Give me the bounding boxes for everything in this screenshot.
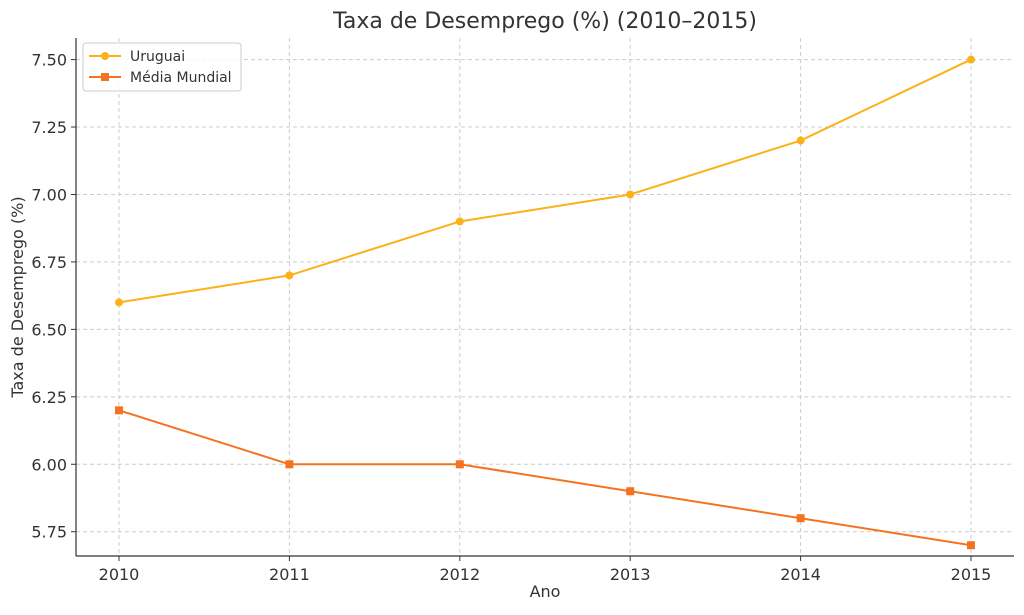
data-point-media-mundial	[115, 406, 123, 415]
y-tick-label: 7.00	[31, 185, 67, 204]
x-tick-label: 2012	[439, 565, 480, 584]
legend-label-uruguai: Uruguai	[130, 49, 185, 65]
series-line-uruguai	[118, 58, 972, 304]
x-tick-label: 2011	[269, 565, 310, 584]
axis-layer	[75, 38, 1014, 557]
series-line-media-mundial	[118, 409, 972, 547]
legend: Uruguai Média Mundial	[82, 42, 242, 92]
legend-item-media-mundial: Média Mundial	[89, 70, 232, 86]
y-tick-label: 7.50	[31, 51, 67, 70]
legend-item-uruguai: Uruguai	[89, 49, 185, 65]
x-tick-label: 2015	[951, 565, 992, 584]
y-tick-label: 5.75	[31, 523, 67, 542]
x-axis-label: Ano	[530, 582, 561, 601]
x-tick-label: 2013	[610, 565, 651, 584]
data-point-uruguai	[796, 136, 805, 145]
data-point-uruguai	[115, 298, 123, 307]
legend-box	[82, 42, 242, 92]
series-layer	[115, 55, 975, 550]
data-point-uruguai	[285, 271, 294, 280]
data-point-media-mundial	[455, 460, 464, 469]
tick-layer: 2010 2011 2012 2013 2014 2015 5.75 6.00 6.25 6.50…	[31, 51, 991, 584]
legend-marker-uruguai	[101, 52, 109, 60]
y-tick-label: 7.25	[31, 118, 67, 137]
data-point-media-mundial	[285, 460, 294, 469]
x-tick-label: 2010	[99, 565, 140, 584]
data-point-media-mundial	[967, 541, 975, 550]
x-tick-label: 2014	[780, 565, 821, 584]
legend-marker-media-mundial	[101, 73, 109, 81]
data-point-media-mundial	[796, 514, 805, 523]
data-point-uruguai	[626, 190, 635, 199]
y-tick-label: 6.25	[31, 388, 67, 407]
y-tick-label: 6.50	[31, 320, 67, 339]
y-tick-label: 6.75	[31, 253, 67, 272]
y-tick-label: 6.00	[31, 455, 67, 474]
data-point-uruguai	[967, 55, 975, 64]
y-axis-label: Taxa de Desemprego (%)	[8, 196, 27, 398]
legend-label-media-mundial: Média Mundial	[130, 70, 232, 86]
chart-title: Taxa de Desemprego (%) (2010–2015)	[332, 9, 757, 34]
data-point-uruguai	[455, 217, 464, 226]
data-point-media-mundial	[626, 487, 635, 496]
